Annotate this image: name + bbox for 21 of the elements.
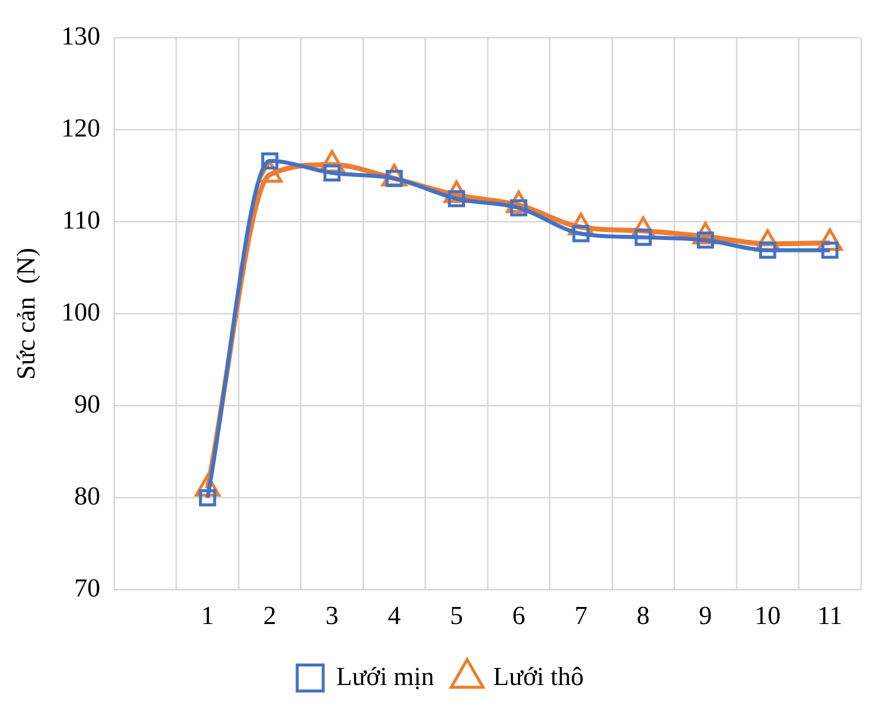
- x-tick-label: 2: [263, 601, 276, 630]
- x-tick-label: 3: [326, 601, 339, 630]
- y-tick-label: 90: [74, 390, 100, 419]
- x-tick-label: 11: [817, 601, 842, 630]
- y-axis-title: Sức cản (N): [11, 248, 40, 380]
- y-tick-label: 100: [61, 298, 100, 327]
- y-tick-label: 80: [74, 482, 100, 511]
- x-tick-label: 7: [574, 601, 588, 630]
- y-tick-label: 120: [61, 113, 100, 142]
- legend-label: Lưới thô: [493, 662, 584, 691]
- x-tick-label: 4: [388, 601, 401, 630]
- x-tick-label: 8: [636, 601, 650, 630]
- legend-label: Lưới mịn: [336, 662, 434, 691]
- x-tick-label: 1: [201, 601, 214, 630]
- x-tick-label: 10: [754, 601, 781, 630]
- y-tick-label: 130: [61, 21, 100, 50]
- x-tick-label: 6: [512, 601, 526, 630]
- y-tick-label: 70: [74, 574, 100, 603]
- x-tick-label: 9: [698, 601, 712, 630]
- y-tick-label: 110: [62, 205, 100, 234]
- x-tick-label: 5: [450, 601, 463, 630]
